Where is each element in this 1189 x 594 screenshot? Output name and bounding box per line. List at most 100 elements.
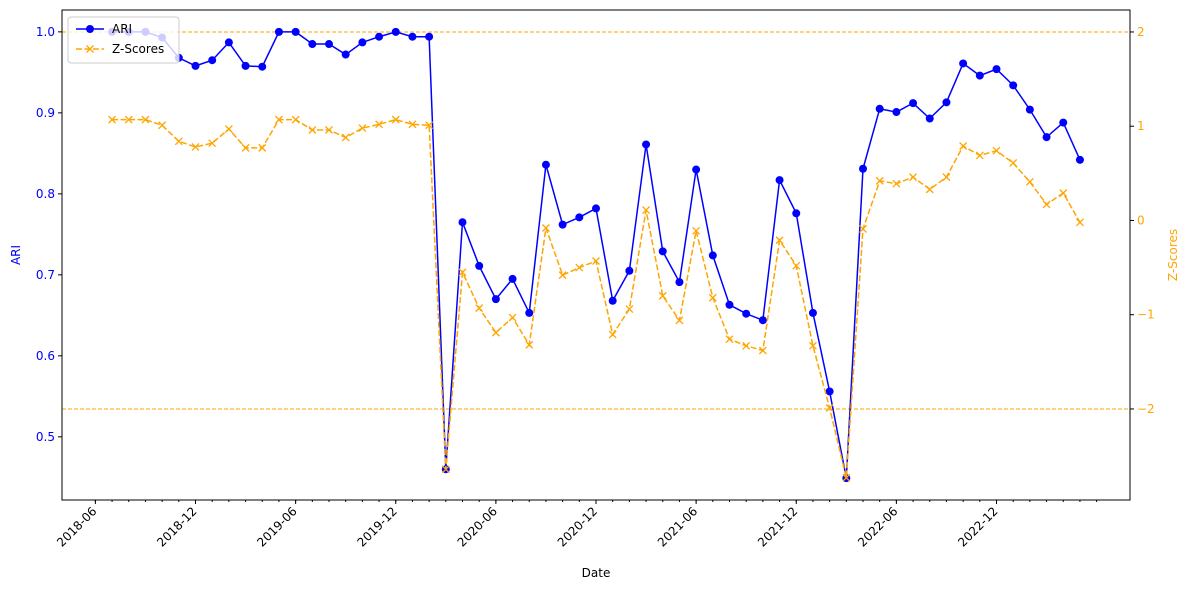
data-point [575, 263, 584, 272]
data-point [425, 32, 434, 41]
data-point [241, 143, 250, 152]
series-line [112, 31, 1081, 479]
data-point [1075, 155, 1084, 164]
data-point [859, 224, 867, 233]
data-point [325, 126, 333, 134]
data-point [625, 305, 634, 314]
data-point [208, 56, 217, 65]
data-point [1009, 81, 1018, 90]
y-tick-label: 0.8 [36, 187, 55, 201]
data-point [1042, 133, 1051, 142]
x-tick-label: 2018-12 [154, 504, 199, 549]
data-point [975, 71, 984, 80]
data-point [1059, 189, 1068, 198]
y2-tick-label: −2 [1137, 402, 1155, 416]
y-tick-label: 1.0 [36, 25, 55, 39]
data-point [909, 99, 918, 108]
x-tick-label: 2021-12 [755, 504, 800, 549]
data-point [1075, 218, 1084, 227]
data-point [909, 173, 918, 182]
x-tick-label: 2019-06 [254, 504, 299, 549]
data-point [341, 50, 350, 59]
y2-tick-label: 1 [1137, 119, 1145, 133]
data-point [391, 27, 400, 36]
data-point [341, 133, 350, 142]
data-point [491, 295, 500, 304]
data-point [525, 340, 534, 349]
data-point [358, 124, 367, 133]
data-point [558, 271, 567, 280]
legend-marker [86, 25, 94, 33]
data-point [675, 316, 684, 325]
data-point [308, 40, 317, 49]
data-point [842, 473, 851, 482]
data-point [1025, 105, 1034, 114]
y2-tick-label: 0 [1137, 213, 1145, 227]
x-tick-label: 2018-06 [54, 504, 99, 549]
data-point [792, 261, 801, 270]
data-point [592, 204, 600, 213]
data-point [742, 341, 751, 350]
y-tick-label: 0.6 [36, 349, 55, 363]
data-point [258, 62, 267, 71]
y-tick-label: 0.9 [36, 106, 55, 120]
data-point [625, 266, 634, 275]
data-point [191, 142, 200, 151]
y-tick-label: 0.5 [36, 430, 55, 444]
data-point [441, 465, 450, 474]
data-point [391, 115, 400, 124]
data-point [224, 38, 233, 47]
data-point [658, 247, 667, 256]
data-point [1059, 118, 1068, 127]
data-point [475, 261, 484, 270]
data-point [358, 38, 367, 47]
data-point [141, 115, 150, 124]
data-point [658, 291, 667, 300]
data-point [708, 293, 717, 302]
data-point [541, 160, 550, 169]
plot-frame [61, 9, 1131, 501]
data-point [775, 236, 784, 245]
x-axis-label: Date [582, 566, 611, 580]
data-point [642, 206, 651, 215]
data-point [1025, 177, 1034, 186]
data-point [375, 32, 384, 41]
y2-tick-label: −1 [1137, 308, 1155, 322]
data-point [1009, 159, 1018, 167]
data-point [808, 341, 817, 350]
data-point [258, 143, 267, 152]
data-point [608, 296, 617, 305]
data-point [408, 120, 417, 129]
data-point [241, 61, 250, 70]
data-point [859, 164, 867, 173]
data-point [325, 40, 333, 49]
y-axis-label: ARI [9, 245, 23, 265]
data-point [942, 98, 951, 107]
data-point [1042, 200, 1051, 209]
x-tick-label: 2020-12 [555, 504, 600, 549]
data-point [425, 121, 434, 130]
data-point [508, 313, 517, 322]
data-point [925, 185, 934, 194]
data-point [525, 308, 534, 317]
data-point [108, 115, 117, 124]
data-point [758, 316, 767, 325]
x-tick-label: 2022-12 [955, 504, 1000, 549]
data-point [458, 268, 467, 277]
x-tick-label: 2021-06 [655, 504, 700, 549]
data-point [291, 115, 300, 124]
data-point [208, 139, 217, 148]
data-point [875, 104, 884, 113]
data-point [174, 137, 183, 146]
data-point [925, 114, 934, 123]
data-point [475, 304, 484, 313]
data-point [992, 65, 1001, 74]
data-point [642, 140, 651, 149]
data-point [808, 308, 817, 317]
data-point [191, 61, 200, 70]
data-point [959, 59, 968, 68]
data-point [675, 278, 684, 287]
data-point [959, 142, 968, 150]
data-point [942, 173, 951, 182]
